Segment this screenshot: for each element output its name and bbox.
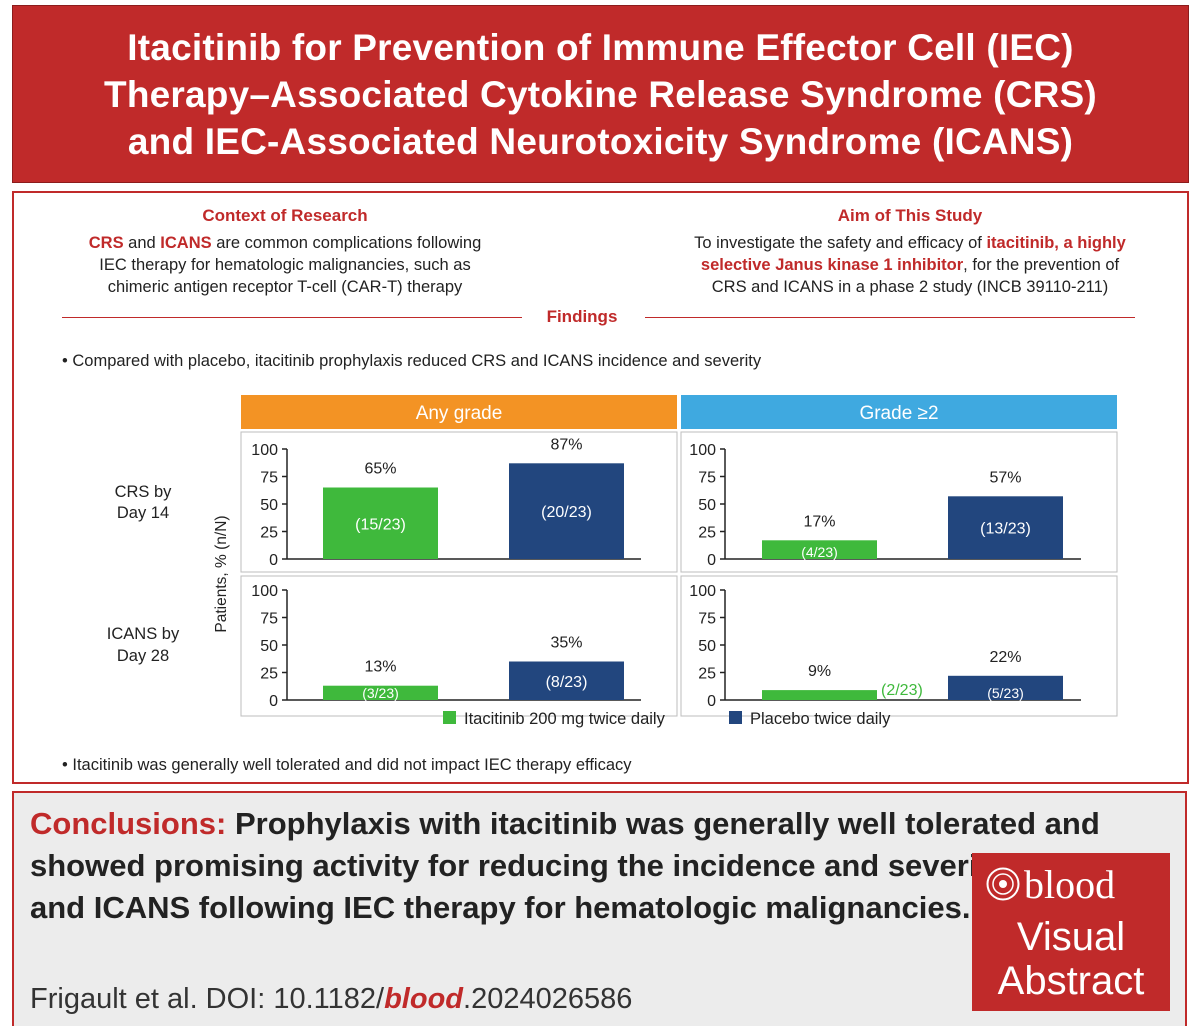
- legend-label: Itacitinib 200 mg twice daily: [464, 710, 666, 728]
- context-heading: Context of Research: [202, 206, 368, 225]
- conclusions-body: Prophylaxis with itacitinib was generall…: [30, 806, 1117, 925]
- legend-label: Placebo twice daily: [750, 710, 891, 728]
- bar-count-label: (8/23): [546, 674, 588, 691]
- findings-heading: Findings: [546, 307, 618, 326]
- y-tick-label: 25: [698, 666, 716, 683]
- bar-percent-label: 57%: [989, 469, 1021, 486]
- y-axis-label: Patients, % (n/N): [213, 515, 230, 632]
- bar-percent-label: 17%: [803, 513, 835, 530]
- y-tick-label: 100: [251, 583, 278, 600]
- y-tick-label: 25: [260, 525, 278, 542]
- citation-journal: blood: [384, 983, 464, 1015]
- title-banner: Itacitinib for Prevention of Immune Effe…: [12, 5, 1189, 183]
- panel-frame: [680, 575, 1118, 717]
- y-tick-label: 100: [689, 442, 716, 459]
- y-tick-label: 75: [260, 470, 278, 487]
- bar: [948, 496, 1063, 559]
- aim-line1: To investigate the safety and efficacy o…: [694, 234, 982, 252]
- blood-visual-abstract-logo: blood Visual Abstract: [972, 853, 1170, 1011]
- legend-swatch: [443, 711, 456, 724]
- y-tick-label: 75: [698, 611, 716, 628]
- society-seal-icon: [986, 867, 1020, 901]
- aim-drug-desc: selective Janus kinase 1 inhibitor: [700, 256, 964, 274]
- citation-suffix: .2024026586: [463, 983, 633, 1015]
- context-text: CRS and ICANS are common complications f…: [40, 232, 530, 298]
- column-header-label: Any grade: [416, 403, 503, 424]
- y-tick-label: 25: [260, 666, 278, 683]
- y-tick-label: 100: [689, 583, 716, 600]
- bar-percent-label: 13%: [364, 659, 396, 676]
- context-line3: chimeric antigen receptor T-cell (CAR-T)…: [107, 278, 463, 296]
- page-title: Itacitinib for Prevention of Immune Effe…: [104, 24, 1097, 165]
- aim-line2: , for the prevention of: [963, 256, 1120, 274]
- finding-bullet-2: • Itacitinib was generally well tolerate…: [62, 756, 632, 774]
- conclusions-label: Conclusions:: [30, 806, 227, 841]
- bar-percent-label: 35%: [550, 635, 582, 652]
- citation-prefix: Frigault et al. DOI: 10.1182/: [30, 983, 385, 1015]
- legend-swatch: [729, 711, 742, 724]
- bar: [323, 487, 438, 559]
- y-tick-label: 75: [698, 470, 716, 487]
- y-tick-label: 0: [269, 552, 278, 569]
- column-header-label: Grade ≥2: [859, 403, 938, 424]
- bar-count-label: (13/23): [980, 521, 1031, 538]
- divider-right: [645, 317, 1135, 318]
- bar-count-label: (3/23): [362, 685, 399, 701]
- context-line2: IEC therapy for hematologic malignancies…: [99, 256, 471, 274]
- panel-frame: [240, 431, 678, 573]
- bar: [509, 463, 624, 559]
- bar: [948, 675, 1063, 700]
- crs-abbr: CRS: [88, 234, 124, 252]
- logo-line2: Visual: [1016, 915, 1126, 959]
- bar-percent-label: 9%: [808, 663, 831, 680]
- row-label: Day 14: [117, 504, 169, 522]
- aim-line3: CRS and ICANS in a phase 2 study (INCB 3…: [711, 278, 1109, 296]
- bar: [762, 540, 877, 559]
- bar-percent-label: 87%: [550, 436, 582, 453]
- bar-count-label: (4/23): [801, 544, 838, 560]
- finding-bullet-1: • Compared with placebo, itacitinib prop…: [62, 352, 762, 370]
- context-line1: are common complications following: [216, 234, 482, 252]
- logo-line3: Abstract: [997, 959, 1145, 1003]
- aim-drug: itacitinib, a highly: [986, 234, 1126, 252]
- conclusions-text: Conclusions: Prophylaxis with itacitinib…: [30, 803, 1140, 929]
- title-line: Therapy–Associated Cytokine Release Synd…: [104, 73, 1097, 115]
- aim-heading: Aim of This Study: [837, 206, 983, 225]
- logo-journal: blood: [1024, 862, 1116, 907]
- icans-abbr: ICANS: [160, 234, 212, 252]
- panel-frame: [240, 575, 678, 717]
- y-tick-label: 25: [698, 525, 716, 542]
- column-header-bar: [681, 395, 1117, 429]
- bar-chart: Any grade Grade ≥2 CRS by Day 14 ICANS by Day…: [107, 395, 1118, 728]
- bar: [323, 685, 438, 700]
- column-header-bar: [241, 395, 677, 429]
- y-tick-label: 100: [251, 442, 278, 459]
- panel-frame: [680, 431, 1118, 573]
- row-label: CRS by: [115, 483, 173, 501]
- bar-percent-label: 22%: [989, 649, 1021, 666]
- y-tick-label: 0: [707, 693, 716, 710]
- y-tick-label: 0: [269, 693, 278, 710]
- y-tick-label: 50: [698, 497, 716, 514]
- title-line: and IEC-Associated Neurotoxicity Syndrom…: [127, 120, 1074, 162]
- y-tick-label: 50: [260, 497, 278, 514]
- y-tick-label: 50: [698, 638, 716, 655]
- title-line: Itacitinib for Prevention of Immune Effe…: [127, 26, 1074, 68]
- bar: [509, 661, 624, 700]
- aim-text: To investigate the safety and efficacy o…: [640, 232, 1180, 298]
- bar-percent-label: 65%: [364, 461, 396, 478]
- bar-count-label: (20/23): [541, 504, 592, 521]
- row-label: Day 28: [117, 647, 169, 665]
- bar: [762, 690, 877, 700]
- bar-count-label: (5/23): [987, 685, 1024, 701]
- y-tick-label: 50: [260, 638, 278, 655]
- citation: Frigault et al. DOI: 10.1182/blood.20240…: [30, 983, 632, 1016]
- context-and: and: [128, 234, 156, 252]
- bar-count-label: (2/23): [881, 682, 923, 699]
- y-tick-label: 0: [707, 552, 716, 569]
- y-tick-label: 75: [260, 611, 278, 628]
- bar-count-label: (15/23): [355, 516, 406, 533]
- divider-left: [62, 317, 522, 318]
- row-label: ICANS by: [107, 625, 180, 643]
